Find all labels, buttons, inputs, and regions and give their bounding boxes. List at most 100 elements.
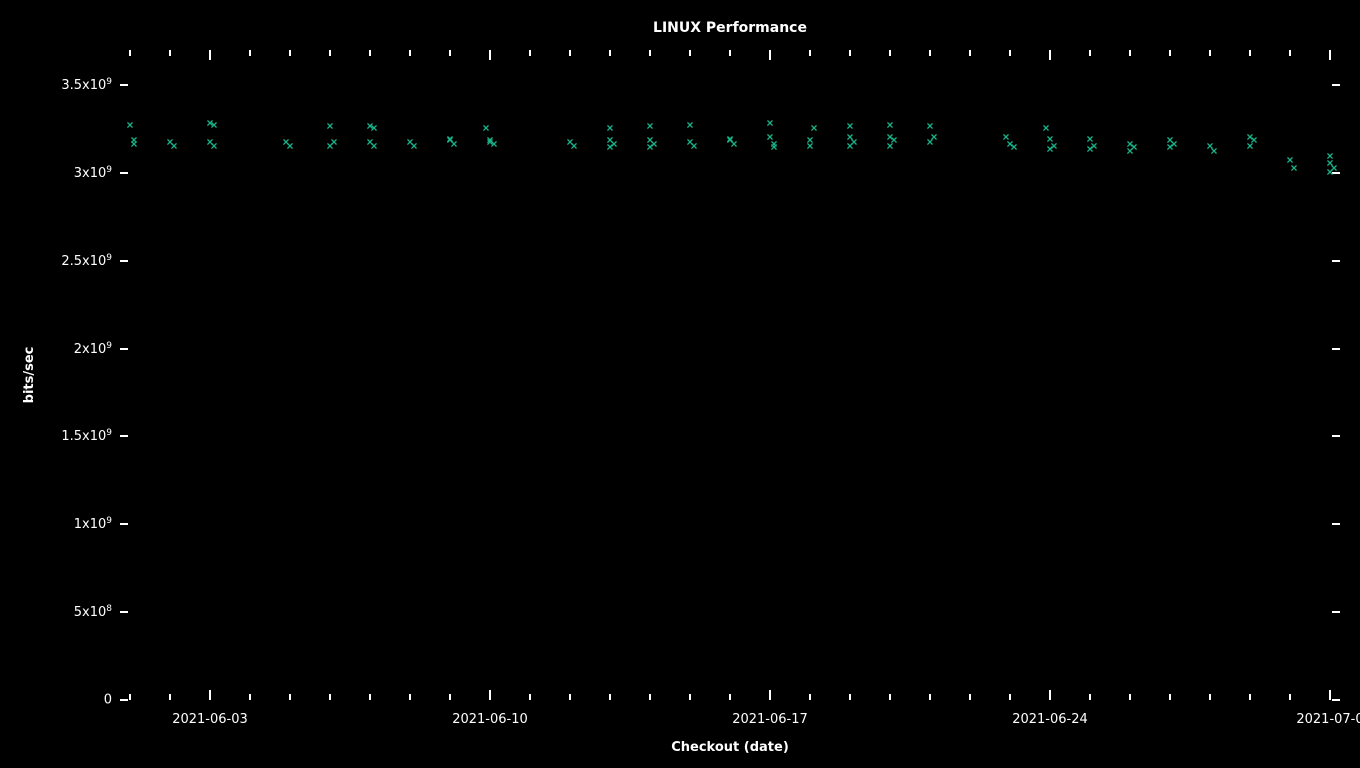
x-minor-tick [409,694,411,700]
x-minor-tick [1169,694,1171,700]
data-point: × [286,141,293,153]
x-axis-label: Checkout (date) [671,740,789,755]
x-minor-tick [449,50,451,56]
data-point: × [370,123,377,135]
x-minor-tick [569,50,571,56]
x-minor-tick [969,694,971,700]
y-tick [120,348,128,350]
data-point: × [690,141,697,153]
data-point: × [886,141,893,153]
x-major-tick [489,50,491,60]
x-minor-tick [1249,50,1251,56]
data-point: × [806,141,813,153]
data-point: × [646,142,653,154]
y-tick [1332,260,1340,262]
x-major-tick [769,50,771,60]
x-minor-tick [169,694,171,700]
data-point: × [1010,142,1017,154]
data-point: × [1126,146,1133,158]
data-point: × [326,141,333,153]
x-minor-tick [689,694,691,700]
x-minor-tick [649,694,651,700]
x-minor-tick [1089,50,1091,56]
data-point: × [606,142,613,154]
x-minor-tick [889,50,891,56]
y-tick [1332,523,1340,525]
y-tick-label: 2x109 [74,340,112,356]
y-tick [120,172,128,174]
data-point: × [482,123,489,135]
data-point: × [446,134,453,146]
x-minor-tick [409,50,411,56]
data-point: × [210,141,217,153]
y-tick [1332,699,1340,701]
x-minor-tick [529,694,531,700]
chart-title: LINUX Performance [653,20,807,36]
data-point: × [686,120,693,132]
x-tick-label: 2021-06-10 [452,712,528,727]
x-minor-tick [289,50,291,56]
x-minor-tick [729,694,731,700]
x-minor-tick [529,50,531,56]
x-minor-tick [369,50,371,56]
data-point: × [170,141,177,153]
y-tick [1332,348,1340,350]
data-point: × [570,141,577,153]
x-minor-tick [1289,694,1291,700]
y-tick [1332,435,1340,437]
x-minor-tick [609,694,611,700]
x-minor-tick [1209,50,1211,56]
x-minor-tick [289,694,291,700]
x-minor-tick [729,50,731,56]
data-point: × [646,121,653,133]
data-point: × [726,134,733,146]
y-axis-label: bits/sec [22,347,37,404]
data-point: × [126,120,133,132]
x-minor-tick [169,50,171,56]
x-minor-tick [809,694,811,700]
performance-chart: LINUX Performance bits/sec Checkout (dat… [0,0,1360,768]
x-minor-tick [809,50,811,56]
x-major-tick [1049,50,1051,60]
x-minor-tick [129,50,131,56]
x-minor-tick [929,694,931,700]
x-minor-tick [1089,694,1091,700]
data-point: × [1086,144,1093,156]
x-minor-tick [1169,50,1171,56]
x-minor-tick [1249,694,1251,700]
x-minor-tick [849,694,851,700]
y-tick-label: 1.5x109 [61,428,112,444]
x-minor-tick [1009,50,1011,56]
data-point: × [210,120,217,132]
x-minor-tick [329,50,331,56]
data-point: × [130,139,137,151]
x-major-tick [489,690,491,700]
x-major-tick [1049,690,1051,700]
data-point: × [1210,146,1217,158]
x-minor-tick [649,50,651,56]
y-tick [1332,611,1340,613]
x-minor-tick [929,50,931,56]
x-major-tick [209,50,211,60]
y-tick [120,260,128,262]
x-minor-tick [569,694,571,700]
y-tick [120,84,128,86]
data-point: × [410,141,417,153]
x-tick-label: 2021-06-03 [172,712,248,727]
x-major-tick [1329,690,1331,700]
x-minor-tick [369,694,371,700]
x-minor-tick [1289,50,1291,56]
x-minor-tick [249,50,251,56]
data-point: × [486,137,493,149]
x-minor-tick [1129,694,1131,700]
x-tick-label: 2021-06-24 [1012,712,1088,727]
data-point: × [846,141,853,153]
data-point: × [606,123,613,135]
data-point: × [1166,142,1173,154]
x-tick-label: 2021-06-17 [732,712,808,727]
x-minor-tick [129,694,131,700]
data-point: × [1290,163,1297,175]
x-minor-tick [1129,50,1131,56]
x-minor-tick [329,694,331,700]
x-major-tick [209,690,211,700]
